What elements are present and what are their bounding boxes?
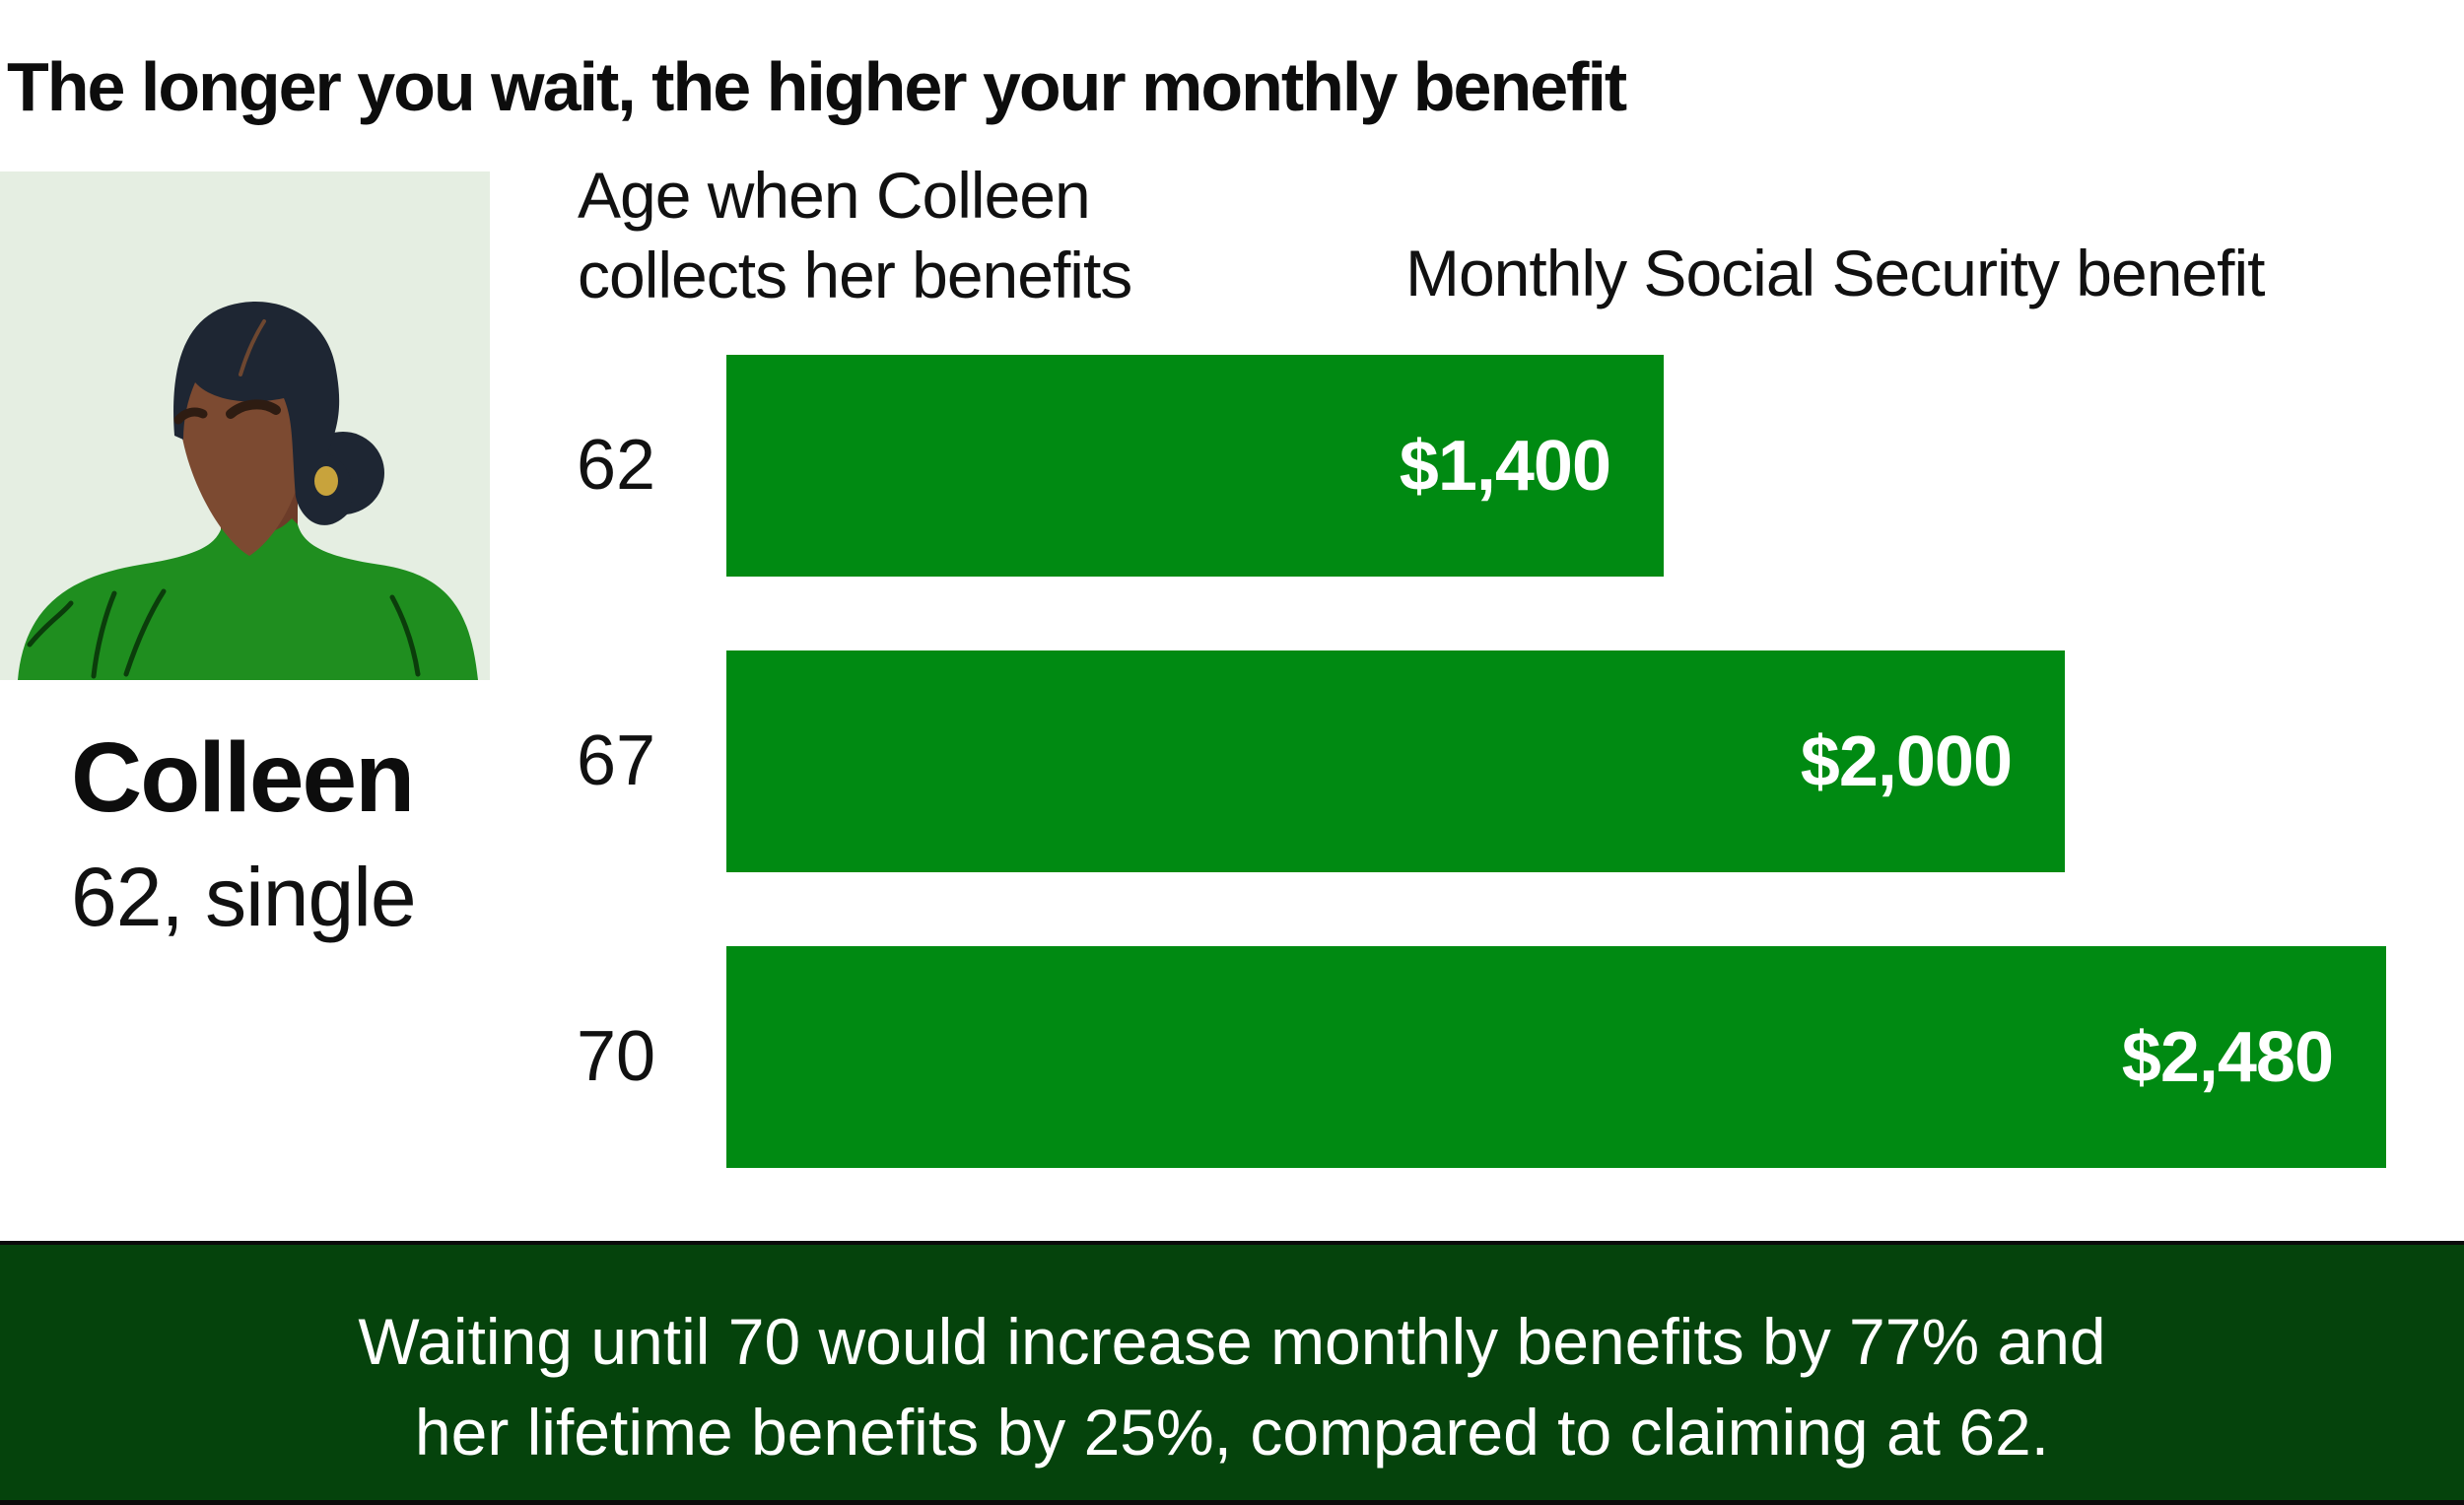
profile-details: 62, single — [71, 851, 417, 943]
sleeve-seam-right — [389, 594, 421, 677]
age-label: 67 — [577, 721, 656, 800]
hair — [173, 302, 353, 525]
column-header-age-line2: collects her benefits — [578, 239, 1132, 311]
benefit-value-label: $2,480 — [2121, 1017, 2334, 1097]
sleeve-seam-left-3 — [123, 588, 167, 677]
woman-portrait-illustration — [0, 171, 490, 680]
left-eyebrow — [173, 407, 208, 425]
age-label: 70 — [577, 1017, 656, 1096]
column-header-benefit: Monthly Social Security benefit — [1405, 237, 2265, 309]
profile-name: Colleen — [71, 722, 415, 833]
gold-earring — [314, 466, 338, 496]
benefit-value-label: $1,400 — [1399, 426, 1611, 506]
benefit-bar: $2,000 — [726, 650, 2065, 872]
column-header-age: Age when Colleen collects her benefits — [578, 156, 1132, 315]
footer-banner: Waiting until 70 would increase monthly … — [0, 1241, 2464, 1505]
bar-chart: 62 $1,400 67 $2,000 70 $2,480 — [0, 355, 2464, 1168]
chart-row: 67 $2,000 — [0, 650, 2464, 872]
benefit-value-label: $2,000 — [1800, 721, 2013, 801]
footer-text-line1: Waiting until 70 would increase monthly … — [358, 1305, 2106, 1378]
page-title: The longer you wait, the higher your mon… — [7, 48, 1627, 125]
chart-row: 62 $1,400 — [0, 355, 2464, 577]
sleeve-seam-left-2 — [91, 590, 117, 679]
age-label: 62 — [577, 426, 656, 505]
footer-text-line2: her lifetime benefits by 25%, compared t… — [414, 1396, 2050, 1469]
right-eyebrow — [226, 399, 281, 419]
benefit-bar: $2,480 — [726, 946, 2386, 1168]
sleeve-seam-left-1 — [27, 600, 74, 648]
portrait-panel — [0, 171, 490, 680]
hair-part-line — [239, 319, 266, 376]
column-header-age-line1: Age when Colleen — [578, 159, 1091, 232]
benefit-bar: $1,400 — [726, 355, 1664, 577]
chart-row: 70 $2,480 — [0, 946, 2464, 1168]
blouse — [18, 516, 478, 680]
